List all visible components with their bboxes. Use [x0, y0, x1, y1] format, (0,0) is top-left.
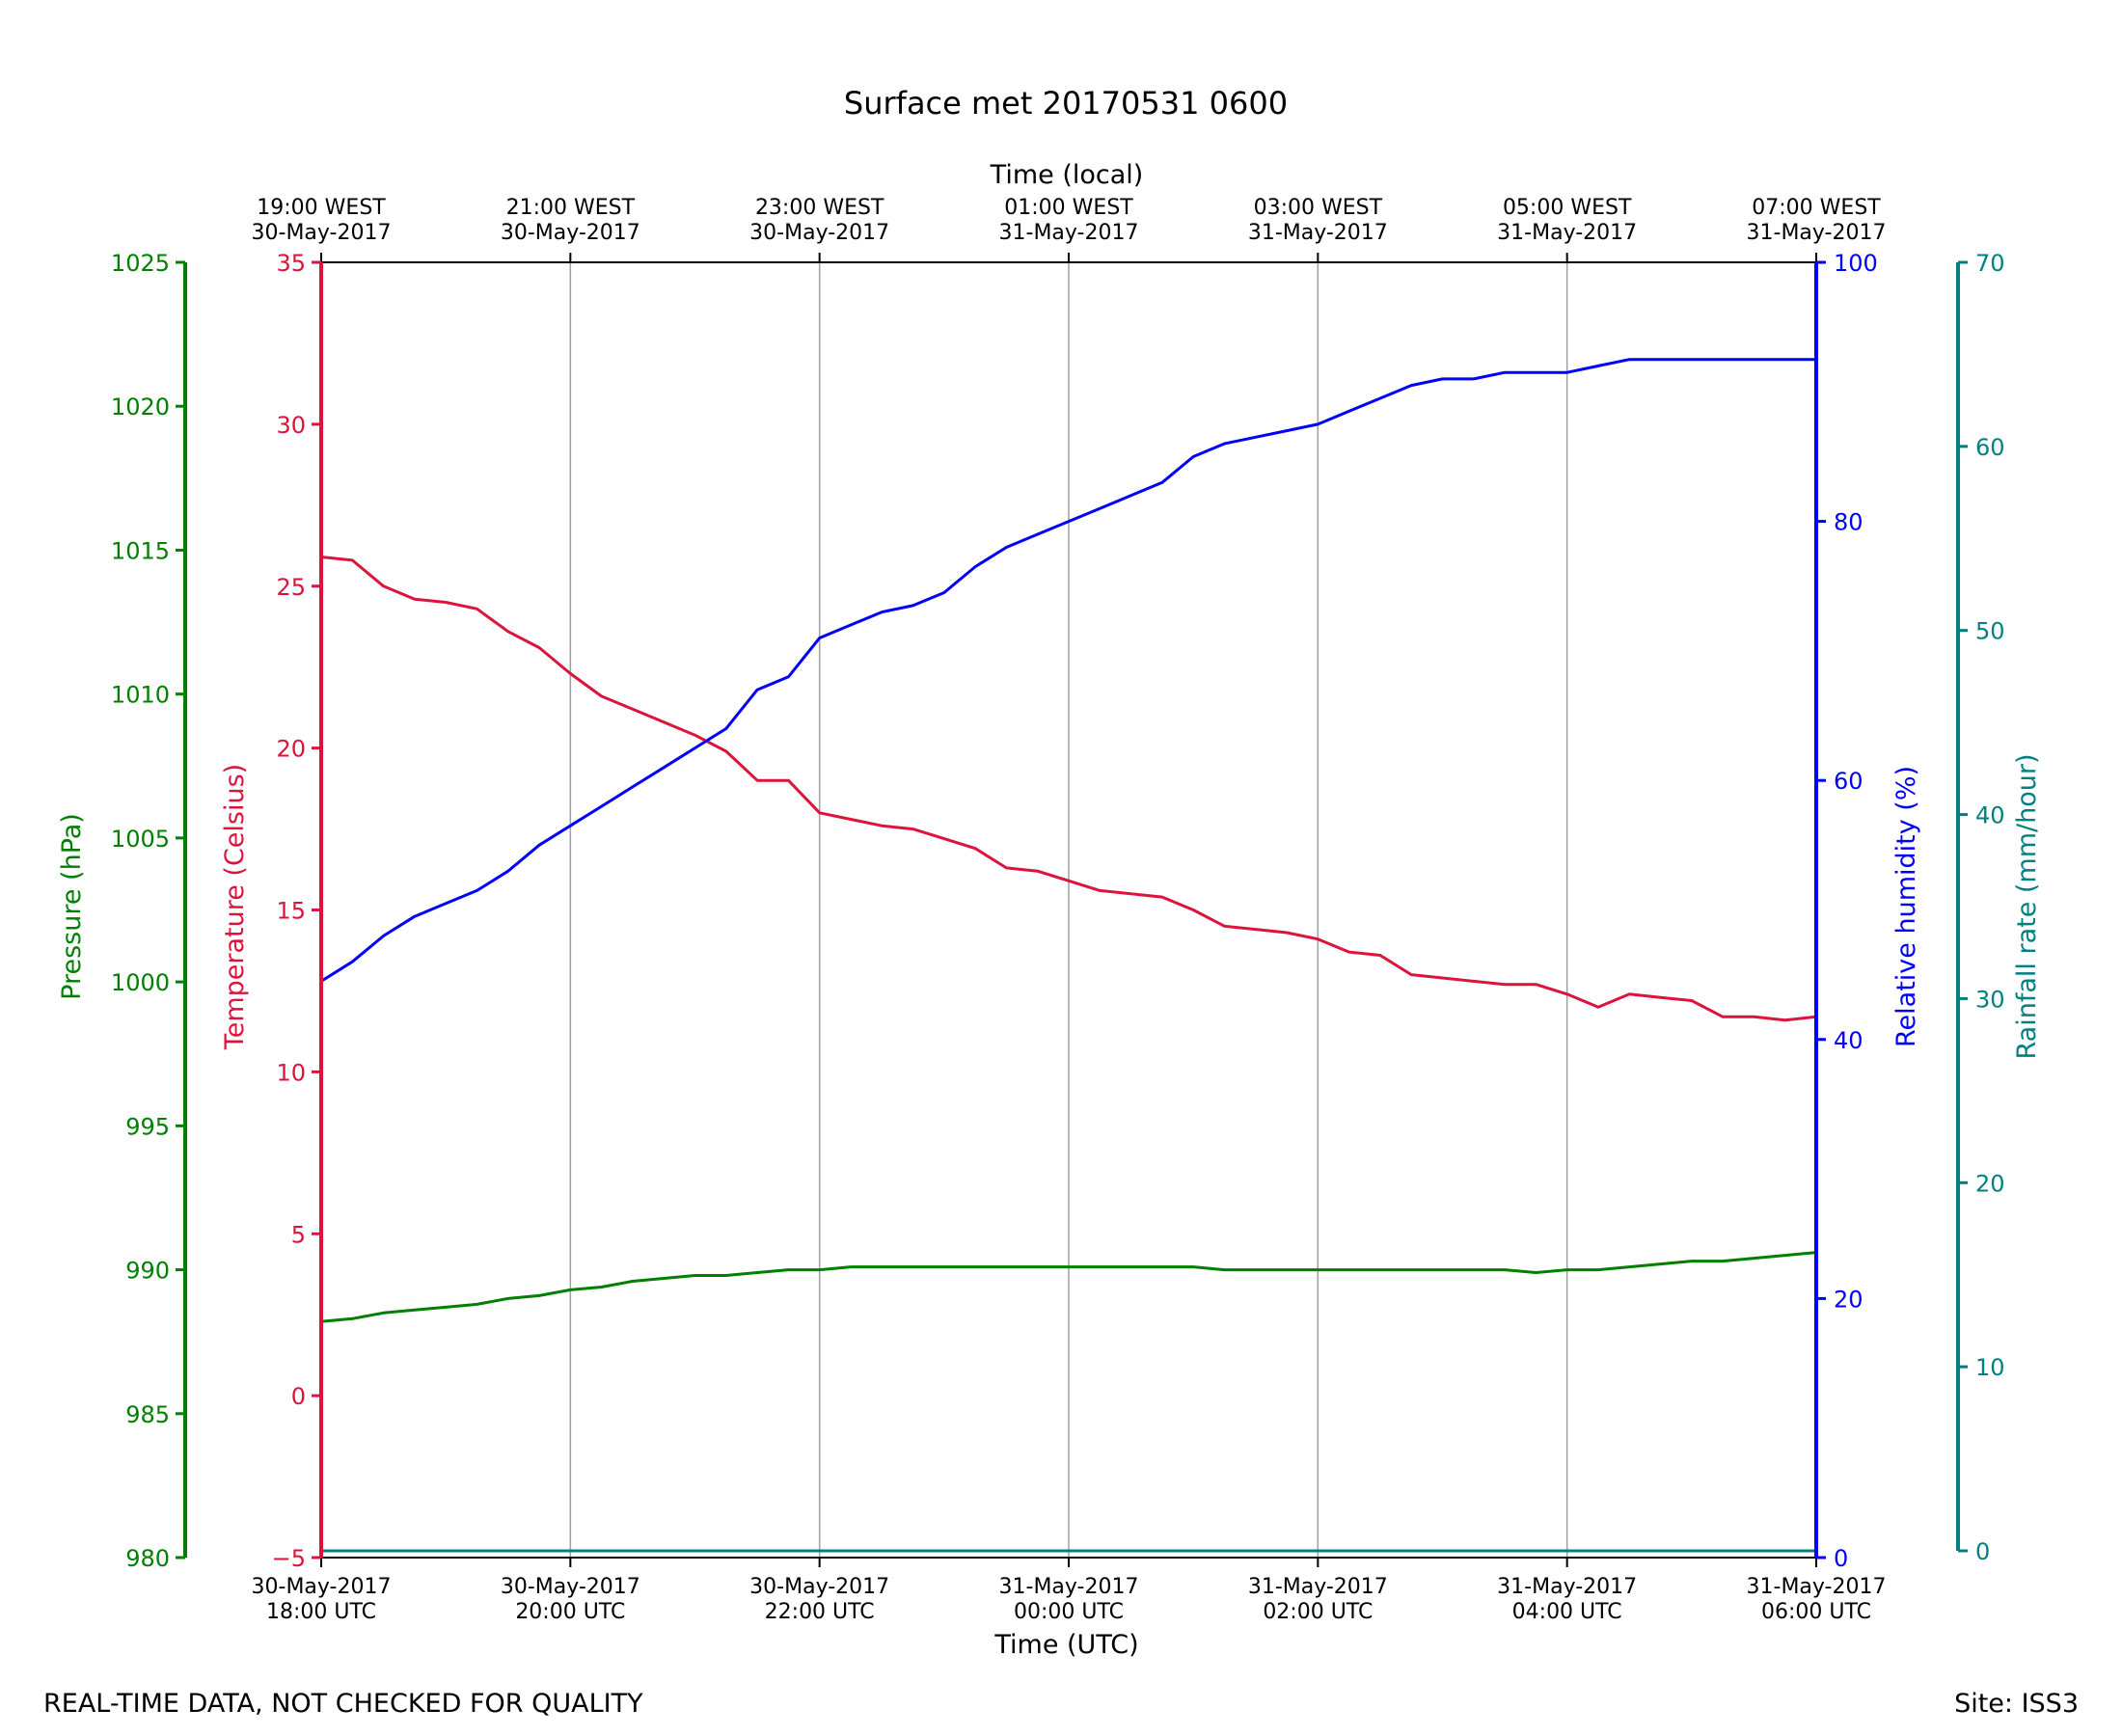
temperature-tick-label-8: 35	[276, 250, 306, 277]
utc-tick-time-2: 22:00 UTC	[765, 1600, 875, 1624]
local-tick-date-5: 31-May-2017	[1497, 221, 1637, 245]
rainfall-tick-label-5: 50	[1975, 618, 2005, 645]
humidity-axis: 0 20 40 60 80 100	[1814, 250, 1878, 1572]
local-tick-time-4: 03:00 WEST	[1254, 196, 1383, 220]
rainfall-tick-label-2: 20	[1975, 1170, 2005, 1197]
rainfall-axis-label: Rainfall rate (mm/hour)	[2012, 754, 2042, 1060]
temperature-series-line	[320, 556, 1817, 1022]
utc-tick-date-6: 31-May-2017	[1747, 1575, 1887, 1599]
pressure-tick-label-0: 980	[125, 1545, 170, 1572]
utc-tick-time-5: 04:00 UTC	[1512, 1600, 1622, 1624]
local-tick-date-0: 30-May-2017	[252, 221, 392, 245]
utc-tick-time-3: 00:00 UTC	[1014, 1600, 1124, 1624]
local-tick-time-2: 23:00 WEST	[755, 196, 884, 220]
local-tick-time-0: 19:00 WEST	[257, 196, 386, 220]
rainfall-tick-label-0: 0	[1975, 1538, 1990, 1565]
site-label: Site: ISS3	[1954, 1689, 2079, 1719]
local-tick-time-6: 07:00 WEST	[1752, 196, 1881, 220]
pressure-tick-label-7: 1015	[111, 537, 170, 564]
pressure-tick-label-1: 985	[125, 1401, 170, 1428]
temperature-tick-label-7: 30	[276, 412, 306, 439]
temperature-tick-label-1: 0	[291, 1383, 306, 1410]
temperature-tick-label-6: 25	[276, 574, 306, 601]
pressure-tick-label-4: 1000	[111, 969, 170, 996]
gridlines	[569, 262, 1568, 1558]
local-tick-date-3: 31-May-2017	[999, 221, 1139, 245]
temperature-tick-label-3: 10	[276, 1059, 306, 1086]
temperature-tick-label-4: 15	[276, 898, 306, 925]
pressure-series-line	[320, 1251, 1817, 1323]
pressure-tick-label-9: 1025	[111, 250, 170, 277]
utc-tick-time-6: 06:00 UTC	[1761, 1600, 1871, 1624]
local-tick-date-6: 31-May-2017	[1747, 221, 1887, 245]
local-tick-date-1: 30-May-2017	[501, 221, 640, 245]
rainfall-tick-label-3: 30	[1975, 986, 2005, 1013]
quality-disclaimer: REAL-TIME DATA, NOT CHECKED FOR QUALITY	[43, 1689, 643, 1719]
pressure-tick-label-2: 990	[125, 1258, 170, 1285]
utc-tick-time-1: 20:00 UTC	[515, 1600, 625, 1624]
humidity-axis-label: Relative humidity (%)	[1891, 766, 1921, 1047]
pressure-tick-label-6: 1010	[111, 682, 170, 709]
temperature-tick-label-2: 5	[291, 1221, 306, 1248]
local-tick-time-3: 01:00 WEST	[1004, 196, 1133, 220]
rainfall-tick-label-6: 60	[1975, 434, 2005, 461]
pressure-axis-label: Pressure (hPa)	[57, 813, 87, 1000]
temperature-tick-label-5: 20	[276, 736, 306, 763]
local-tick-time-1: 21:00 WEST	[506, 196, 636, 220]
utc-tick-time-4: 02:00 UTC	[1263, 1600, 1373, 1624]
local-tick-date-2: 30-May-2017	[749, 221, 889, 245]
bottom-axis-label: Time (UTC)	[993, 1630, 1138, 1660]
rainfall-tick-label-1: 10	[1975, 1354, 2005, 1381]
temperature-tick-label-0: −5	[272, 1545, 306, 1572]
humidity-tick-label-3: 60	[1834, 768, 1864, 795]
rainfall-axis: 0 10 20 30 40 50 60 70	[1956, 250, 2005, 1565]
pressure-tick-label-3: 995	[125, 1113, 170, 1140]
utc-tick-time-0: 18:00 UTC	[266, 1600, 376, 1624]
utc-tick-date-3: 31-May-2017	[999, 1575, 1139, 1599]
top-axis-label: Time (local)	[990, 160, 1144, 190]
local-tick-time-5: 05:00 WEST	[1503, 196, 1632, 220]
local-tick-date-4: 31-May-2017	[1248, 221, 1388, 245]
pressure-tick-label-8: 1020	[111, 393, 170, 420]
humidity-tick-label-0: 0	[1834, 1545, 1848, 1572]
pressure-axis: 980 985 990 995 1000 1005 1010 1015 1020 1025	[111, 250, 187, 1572]
humidity-tick-label-5: 100	[1834, 250, 1878, 277]
series-lines	[320, 358, 1817, 1553]
rainfall-tick-label-7: 70	[1975, 250, 2005, 277]
utc-tick-date-2: 30-May-2017	[749, 1575, 889, 1599]
humidity-tick-label-2: 40	[1834, 1027, 1864, 1054]
temperature-axis: −5 0 5 10 15 20 25 30 35	[272, 250, 323, 1572]
utc-tick-date-1: 30-May-2017	[501, 1575, 640, 1599]
utc-tick-date-5: 31-May-2017	[1497, 1575, 1637, 1599]
humidity-tick-label-1: 20	[1834, 1286, 1864, 1313]
chart-title: Surface met 20170531 0600	[844, 85, 1288, 122]
pressure-tick-label-5: 1005	[111, 826, 170, 853]
temperature-axis-label: Temperature (Celsius)	[220, 764, 250, 1050]
humidity-series-line	[320, 358, 1816, 983]
utc-tick-date-4: 31-May-2017	[1248, 1575, 1388, 1599]
humidity-tick-label-4: 80	[1834, 509, 1864, 536]
rainfall-tick-label-4: 40	[1975, 802, 2005, 829]
utc-tick-date-0: 30-May-2017	[252, 1575, 392, 1599]
